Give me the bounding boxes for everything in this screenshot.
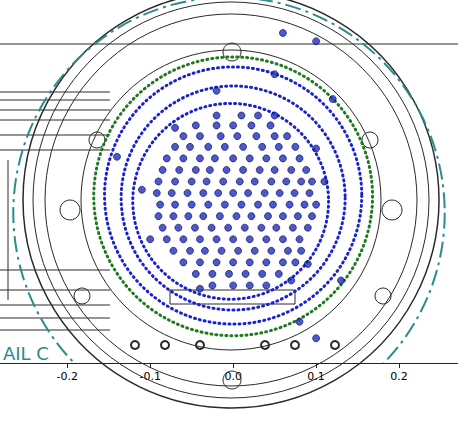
svg-text:0.2: 0.2	[390, 370, 408, 383]
svg-text:0.1: 0.1	[307, 370, 325, 383]
svg-text:AIL C: AIL C	[3, 343, 49, 364]
svg-text:-0.2: -0.2	[56, 370, 77, 383]
svg-text:0.0: 0.0	[224, 370, 242, 383]
svg-text:-0.1: -0.1	[139, 370, 161, 383]
